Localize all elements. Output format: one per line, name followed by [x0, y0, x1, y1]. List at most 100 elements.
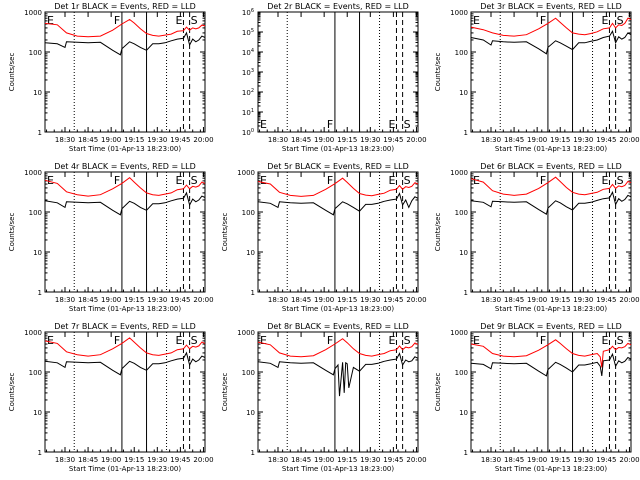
x-tick-label: 18:45: [78, 296, 98, 304]
panel-1: Det 1r BLACK = Events, RED = LLD Counts/s…: [8, 2, 214, 153]
lld-series-line: [257, 177, 419, 197]
plot-frame: [257, 171, 419, 293]
x-tick-label: 18:45: [504, 136, 524, 144]
x-tick-label: 18:30: [55, 136, 75, 144]
x-tick-label: 19:15: [124, 136, 144, 144]
x-tick-label: 20:00: [406, 136, 426, 144]
x-tick-label: 19:30: [147, 456, 167, 464]
plot-frame: [44, 11, 206, 133]
x-axis-label: Start Time (01-Apr-13 18:23:00): [495, 305, 607, 313]
event-line-label: F: [540, 174, 546, 187]
panel-title: Det 7r BLACK = Events, RED = LLD: [54, 322, 196, 331]
y-tick-label: 1000: [237, 169, 255, 177]
x-tick-label: 18:30: [481, 456, 501, 464]
y-tick-label: 103: [242, 68, 254, 77]
event-line-label: S: [617, 334, 624, 347]
plot-frame: [257, 11, 419, 133]
x-axis-label: Start Time (01-Apr-13 18:23:00): [69, 465, 181, 473]
y-tick-label: 100: [242, 128, 254, 137]
x-axis-label: Start Time (01-Apr-13 18:23:00): [495, 145, 607, 153]
event-line-label: E: [388, 118, 395, 131]
x-tick-label: 18:45: [78, 456, 98, 464]
lld-series-line: [44, 337, 206, 357]
panel-5: Det 5r BLACK = Events, RED = LLD Counts/s…: [221, 162, 427, 313]
x-tick-label: 18:45: [78, 136, 98, 144]
y-tick-label: 10: [33, 89, 42, 97]
y-tick-label: 100: [242, 209, 255, 217]
y-tick-label: 1000: [24, 329, 42, 337]
x-tick-label: 19:30: [360, 136, 380, 144]
x-tick-label: 19:00: [527, 296, 547, 304]
events-series-line: [470, 352, 632, 377]
x-tick-label: 19:45: [383, 136, 403, 144]
event-line-label: F: [114, 334, 120, 347]
event-line-label: F: [114, 14, 120, 27]
y-tick-label: 10: [459, 89, 468, 97]
x-tick-label: 19:15: [550, 136, 570, 144]
x-tick-label: 18:45: [291, 296, 311, 304]
y-tick-label: 1: [38, 289, 42, 297]
plot-frame: [44, 331, 206, 453]
y-tick-label: 1000: [24, 9, 42, 17]
x-tick-label: 19:30: [147, 136, 167, 144]
x-tick-label: 20:00: [406, 296, 426, 304]
event-line-label: S: [617, 14, 624, 27]
event-line-label: E: [601, 334, 608, 347]
x-tick-label: 19:15: [550, 296, 570, 304]
x-tick-label: 19:30: [360, 296, 380, 304]
y-tick-label: 1: [38, 129, 42, 137]
x-tick-label: 18:30: [268, 296, 288, 304]
x-tick-label: 20:00: [619, 136, 639, 144]
x-tick-label: 19:45: [596, 456, 616, 464]
panel-title: Det 4r BLACK = Events, RED = LLD: [54, 162, 196, 171]
y-tick-label: 1000: [450, 9, 468, 17]
x-tick-label: 19:15: [337, 456, 357, 464]
x-tick-label: 19:00: [314, 136, 334, 144]
events-series-line: [44, 31, 206, 56]
y-tick-label: 10: [246, 249, 255, 257]
x-tick-label: 18:45: [504, 296, 524, 304]
y-tick-label: 1: [464, 289, 468, 297]
x-tick-label: 19:00: [314, 456, 334, 464]
plot-frame: [470, 331, 632, 453]
corner-label: E: [473, 14, 480, 27]
y-tick-label: 10: [246, 409, 255, 417]
corner-label: E: [260, 118, 267, 131]
corner-label: E: [47, 14, 54, 27]
x-tick-label: 18:30: [268, 456, 288, 464]
y-tick-label: 1000: [237, 329, 255, 337]
corner-label: E: [260, 334, 267, 347]
lld-series-line: [470, 339, 632, 368]
lld-series-line: [44, 177, 206, 197]
events-series-line: [44, 351, 206, 376]
x-tick-label: 19:30: [573, 136, 593, 144]
y-tick-label: 1: [38, 449, 42, 457]
event-line-label: F: [540, 14, 546, 27]
events-series-line: [44, 191, 206, 216]
y-tick-label: 100: [455, 369, 468, 377]
y-tick-label: 101: [242, 108, 254, 117]
x-tick-label: 19:00: [527, 456, 547, 464]
events-series-line: [257, 192, 419, 216]
panel-2: Det 2r BLACK = Events, RED = LLD 100 101 10…: [242, 2, 427, 153]
y-tick-label: 1: [464, 449, 468, 457]
y-tick-label: 1: [464, 129, 468, 137]
corner-label: E: [47, 334, 54, 347]
corner-label: E: [260, 174, 267, 187]
x-tick-label: 19:45: [596, 136, 616, 144]
events-series-line: [257, 352, 419, 397]
y-tick-label: 100: [29, 369, 42, 377]
panel-title: Det 2r BLACK = Events, RED = LLD: [267, 2, 409, 11]
event-line-label: S: [404, 334, 411, 347]
y-tick-label: 10: [459, 409, 468, 417]
x-tick-label: 19:45: [170, 296, 190, 304]
x-tick-label: 19:45: [170, 136, 190, 144]
y-tick-label: 104: [242, 48, 254, 57]
x-tick-label: 18:45: [291, 136, 311, 144]
x-tick-label: 19:45: [596, 296, 616, 304]
x-tick-label: 19:30: [360, 456, 380, 464]
y-axis-label: Counts/sec: [221, 373, 229, 412]
x-tick-label: 19:15: [337, 136, 357, 144]
y-tick-label: 10: [459, 249, 468, 257]
event-line-label: S: [617, 174, 624, 187]
